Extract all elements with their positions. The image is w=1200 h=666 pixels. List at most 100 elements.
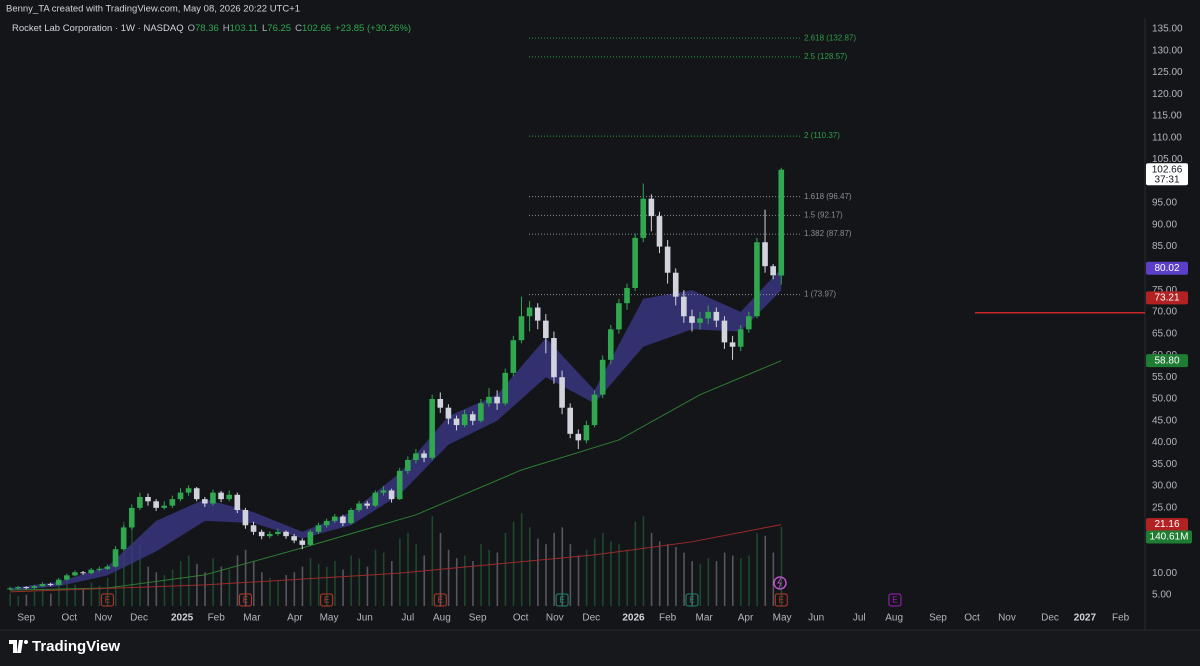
volume-bar (626, 549, 629, 606)
candle-body (396, 470, 403, 500)
x-tick-label: 2027 (1074, 613, 1097, 624)
candle-body (413, 453, 419, 460)
legend-key: C (295, 23, 302, 34)
y-tick-label: 85.00 (1152, 241, 1177, 252)
credit: Benny_TA created with TradingView.com, M… (6, 4, 300, 15)
volume-bar (131, 527, 133, 606)
volume-bar (634, 521, 637, 606)
volume-bar (98, 585, 101, 606)
volume-bar (731, 555, 734, 606)
brand-logo (9, 640, 28, 653)
price-badge-label: 58.80 (1154, 355, 1179, 366)
volume-bar (423, 555, 426, 606)
candle-body (31, 586, 38, 588)
volume-bar (504, 532, 507, 606)
x-tick-label: Feb (1112, 613, 1130, 624)
volume-bar (17, 595, 20, 606)
volume-bar (577, 555, 580, 606)
volume-bar (374, 549, 377, 606)
volume-bar (610, 541, 612, 606)
candle-body (307, 531, 314, 545)
volume-bar (317, 563, 320, 606)
candle-body (551, 338, 557, 378)
volume-bar (106, 577, 109, 606)
candle-body (250, 525, 257, 532)
candle-body (112, 549, 119, 567)
volume-bar (155, 572, 158, 606)
candle-body (202, 499, 208, 504)
volume-bar (171, 569, 174, 606)
candle-body (64, 575, 70, 580)
volume-bar (252, 561, 255, 606)
candle-body (616, 303, 622, 330)
volume-bar (561, 527, 564, 606)
y-tick-label: 135.00 (1152, 24, 1183, 35)
x-tick-label: Aug (433, 613, 451, 624)
candle-body (177, 492, 184, 500)
x-tick-label: Jul (853, 613, 866, 624)
countdown: 37:31 (1154, 174, 1179, 185)
y-tick-label: 10.00 (1152, 568, 1177, 579)
candle-body (15, 587, 21, 589)
volume-bar (58, 583, 60, 606)
volume-bar (139, 544, 141, 606)
volume-bar (431, 516, 434, 606)
candle-body (372, 492, 379, 506)
legend-value: 76.25 (267, 23, 291, 34)
volume-bar (772, 552, 775, 606)
candle-body (405, 459, 411, 471)
volume-bar (723, 552, 726, 606)
candle-body (356, 503, 362, 511)
volume-bar (585, 549, 588, 606)
legend-change: +23.85 (+30.26%) (335, 23, 411, 34)
volume-bar (740, 558, 742, 606)
volume-bar (658, 541, 661, 606)
volume-bar (699, 563, 702, 606)
volume-bar (25, 594, 28, 606)
legend-key: H (223, 23, 230, 34)
volume-bar (90, 582, 93, 606)
volume-bar (82, 589, 85, 606)
candle-body (72, 572, 78, 576)
volume-bar (780, 526, 783, 606)
volume-bar (188, 555, 190, 606)
candle-body (193, 488, 200, 500)
fib-label: 2.618 (132.87) (804, 33, 856, 42)
candle-body (7, 588, 13, 590)
candle-body (478, 403, 484, 421)
candle-body (453, 418, 460, 426)
candle-body (104, 566, 111, 569)
candle-body (185, 488, 192, 493)
x-tick-label: Oct (61, 613, 77, 624)
volume-bar (236, 555, 239, 606)
candle-body (778, 169, 785, 276)
candle-body (55, 579, 62, 585)
event-marker (100, 593, 114, 607)
moving-average (9, 524, 782, 593)
candle-body (80, 572, 86, 574)
candle-body (624, 287, 630, 304)
volume-badge-label: 140.61M (1150, 532, 1189, 543)
candle-body (226, 494, 232, 500)
alert-icon (773, 576, 787, 590)
volume-bar (269, 577, 271, 606)
candle-body (607, 329, 614, 360)
candle-body (137, 496, 143, 508)
y-tick-label: 30.00 (1152, 481, 1177, 492)
candle-body (323, 520, 330, 526)
candle-body (583, 425, 590, 441)
x-tick-label: Dec (130, 613, 148, 624)
volume-bar (650, 532, 653, 606)
volume-bar (553, 532, 555, 606)
candle-body (340, 516, 346, 524)
price-badge (1146, 354, 1188, 368)
volume-bar (163, 575, 166, 606)
x-tick-label: Apr (287, 613, 303, 624)
candle-body (348, 510, 354, 524)
x-tick-label: Oct (513, 613, 529, 624)
candle-body (364, 503, 371, 506)
candle-body (234, 494, 241, 511)
fib-label: 1 (73.97) (804, 290, 836, 299)
candle-body (754, 242, 760, 317)
